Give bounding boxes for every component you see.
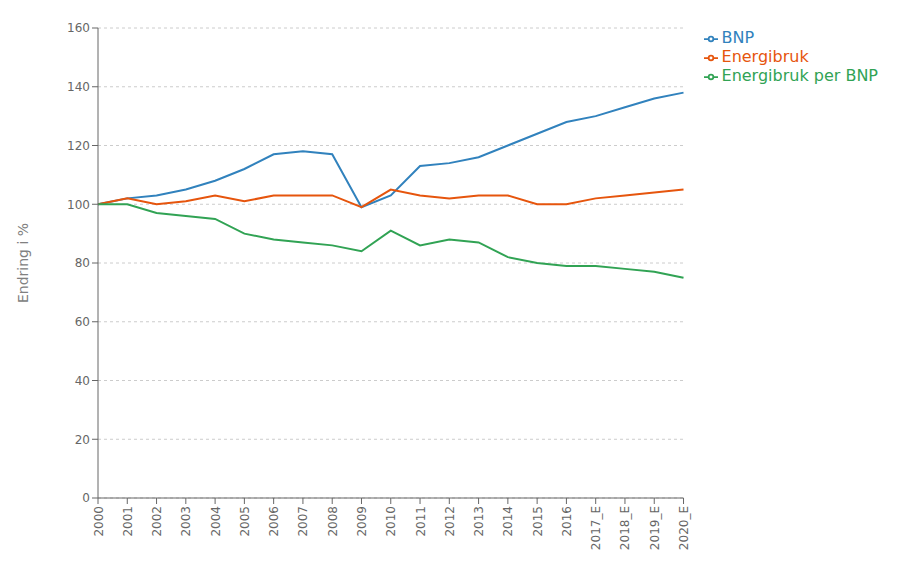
svg-text:2018_E: 2018_E <box>618 506 632 550</box>
svg-text:0: 0 <box>82 491 90 505</box>
svg-text:2006: 2006 <box>267 506 281 537</box>
svg-text:2003: 2003 <box>179 506 193 537</box>
svg-text:140: 140 <box>67 80 90 94</box>
svg-text:2002: 2002 <box>150 506 164 537</box>
svg-text:2019_E: 2019_E <box>648 506 662 550</box>
svg-text:40: 40 <box>75 374 90 388</box>
svg-text:2005: 2005 <box>238 506 252 537</box>
svg-text:160: 160 <box>67 21 90 35</box>
svg-text:2007: 2007 <box>296 506 310 537</box>
svg-text:2014: 2014 <box>501 506 515 537</box>
html-text:BNP: BNP <box>721 28 755 47</box>
svg-text:2009: 2009 <box>355 506 369 537</box>
svg-text:120: 120 <box>67 139 90 153</box>
html-text:Energibruk: Energibruk <box>721 47 809 66</box>
svg-text:100: 100 <box>67 198 90 212</box>
svg-text:2016: 2016 <box>560 506 574 537</box>
svg-text:80: 80 <box>75 256 90 270</box>
svg-text:2011: 2011 <box>414 506 428 537</box>
svg-text:20: 20 <box>75 433 90 447</box>
svg-text:2017_E: 2017_E <box>589 506 603 550</box>
svg-text:2000: 2000 <box>92 506 106 537</box>
svg-text:2015: 2015 <box>531 506 545 537</box>
svg-text:2001: 2001 <box>121 506 135 537</box>
svg-text:60: 60 <box>75 315 90 329</box>
svg-text:2020_E: 2020_E <box>677 506 691 550</box>
svg-text:2008: 2008 <box>326 506 340 537</box>
svg-text:2010: 2010 <box>384 506 398 537</box>
html-text:Energibruk per BNP: Energibruk per BNP <box>721 66 878 85</box>
svg-text:2013: 2013 <box>472 506 486 537</box>
svg-text:Endring i %: Endring i % <box>15 223 31 303</box>
svg-text:2004: 2004 <box>209 506 223 537</box>
svg-text:2012: 2012 <box>443 506 457 537</box>
